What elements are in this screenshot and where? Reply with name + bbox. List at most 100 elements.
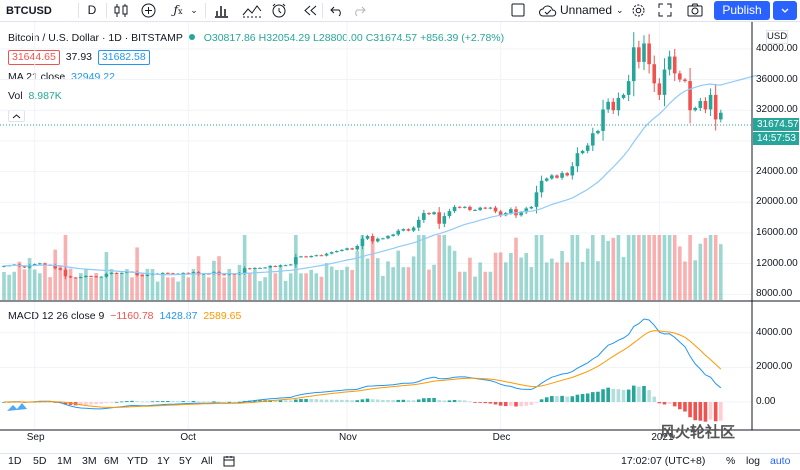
function-icon[interactable]: ƒx (173, 3, 183, 17)
candle (2, 265, 6, 267)
volume-bar (631, 235, 636, 300)
bid-price[interactable]: 31644.65 (8, 50, 60, 65)
range-1m[interactable]: 1M (57, 455, 72, 467)
volume-bar (278, 265, 283, 300)
drawing-object-icon[interactable] (6, 401, 28, 413)
macd-hist-bar (294, 399, 298, 403)
price-tick: 16000.00 (756, 226, 798, 238)
macd-hist-bar (616, 389, 621, 403)
volume-bar (7, 274, 11, 300)
candle (672, 56, 677, 74)
macd-hist-bar (345, 399, 349, 403)
volume-bar (299, 273, 303, 300)
range-6m[interactable]: 6M (104, 455, 119, 467)
volume-bar (186, 277, 191, 300)
percent-toggle[interactable]: % (726, 455, 736, 467)
candle (355, 246, 360, 250)
macd-hist-bar (79, 402, 83, 406)
volume-bar (314, 273, 319, 300)
volume-bar (626, 235, 631, 300)
volume-bar (350, 269, 354, 300)
auto-toggle[interactable]: auto (770, 455, 791, 467)
volume-bar (160, 273, 165, 300)
publish-button[interactable]: Publish (714, 1, 770, 20)
publish-dropdown[interactable] (773, 1, 797, 20)
volume-bar (38, 273, 42, 300)
ask-price[interactable]: 31682.58 (97, 50, 150, 65)
log-toggle[interactable]: log (746, 455, 761, 467)
volume-bar (155, 281, 160, 300)
candle (329, 252, 334, 254)
candle (401, 229, 406, 231)
macd-hist-bar (171, 401, 175, 403)
candle (657, 83, 662, 95)
undo-icon[interactable] (329, 2, 345, 19)
clock[interactable]: 17:02:07 (UTC+8) (621, 455, 706, 467)
macd-histogram (2, 385, 723, 422)
symbol-title[interactable]: Bitcoin / U.S. Dollar · 1D · BITSTAMP (8, 32, 183, 44)
bar-chart-icon[interactable] (212, 2, 230, 19)
macd-hist-bar (488, 402, 493, 404)
range-3m[interactable]: 3M (82, 455, 97, 467)
macd-hist-bar (232, 401, 237, 403)
volume-bar (273, 273, 278, 300)
candle (191, 272, 196, 274)
volume-bar (662, 235, 667, 300)
candles-icon[interactable] (112, 2, 130, 19)
candle (365, 236, 370, 239)
replay-icon[interactable] (301, 2, 319, 19)
macd-hist-bar (688, 402, 692, 418)
chevron-down-icon[interactable]: ⌄ (190, 5, 198, 15)
fullscreen-icon[interactable] (656, 2, 674, 19)
candle (719, 112, 723, 120)
candle (263, 267, 267, 269)
volume-bar (488, 271, 493, 300)
candle (114, 272, 119, 274)
volume-bar (416, 235, 421, 300)
macd-hist-bar (283, 400, 288, 403)
macd-hist-bar (708, 402, 713, 420)
layout-square-icon[interactable] (509, 2, 527, 19)
macd-label[interactable]: MACD 12 26 close 9 (8, 310, 105, 322)
vol-label[interactable]: Vol (8, 90, 23, 102)
range-1y[interactable]: 1Y (157, 455, 170, 467)
layout-name-menu[interactable]: Unnamed ⌄ (531, 2, 629, 19)
compare-icon[interactable] (241, 2, 263, 19)
macd-hist-bar (150, 401, 155, 403)
volume-bars (2, 235, 723, 300)
redo-icon[interactable] (351, 2, 367, 19)
volume-bar (370, 236, 375, 300)
candle (457, 206, 462, 208)
goto-date-icon[interactable] (223, 455, 237, 470)
candle (544, 178, 549, 181)
volume-bar (258, 281, 262, 300)
symbol-search[interactable]: BTCUSD (6, 5, 52, 17)
vol-value: 8.987K (28, 90, 62, 102)
alarm-clock-icon[interactable] (269, 2, 289, 19)
macd-hist-bar (350, 400, 354, 403)
macd-hist-bar (191, 401, 196, 403)
volume-bar (468, 257, 472, 300)
range-5d[interactable]: 5D (33, 455, 47, 467)
macd-hist-bar (304, 398, 308, 403)
macd-hist-bar (201, 401, 206, 403)
candle (299, 256, 303, 258)
camera-icon[interactable] (685, 2, 705, 19)
gear-icon[interactable] (629, 2, 647, 19)
candle (58, 268, 63, 270)
range-5y[interactable]: 5Y (179, 455, 192, 467)
volume-bar (683, 261, 687, 300)
range-all[interactable]: All (201, 455, 213, 467)
volume-bar (550, 258, 554, 300)
candle (442, 216, 447, 224)
volume-bar (514, 237, 518, 300)
volume-bar (386, 261, 390, 300)
price-chart[interactable] (0, 22, 800, 453)
interval-button[interactable]: D (87, 3, 97, 17)
indicators-add-icon[interactable] (139, 2, 157, 19)
range-ytd[interactable]: YTD (127, 455, 148, 467)
currency-label[interactable]: USD (766, 30, 788, 44)
range-1d[interactable]: 1D (8, 455, 22, 467)
macd-hist-bar (309, 399, 313, 403)
candle (432, 212, 436, 215)
